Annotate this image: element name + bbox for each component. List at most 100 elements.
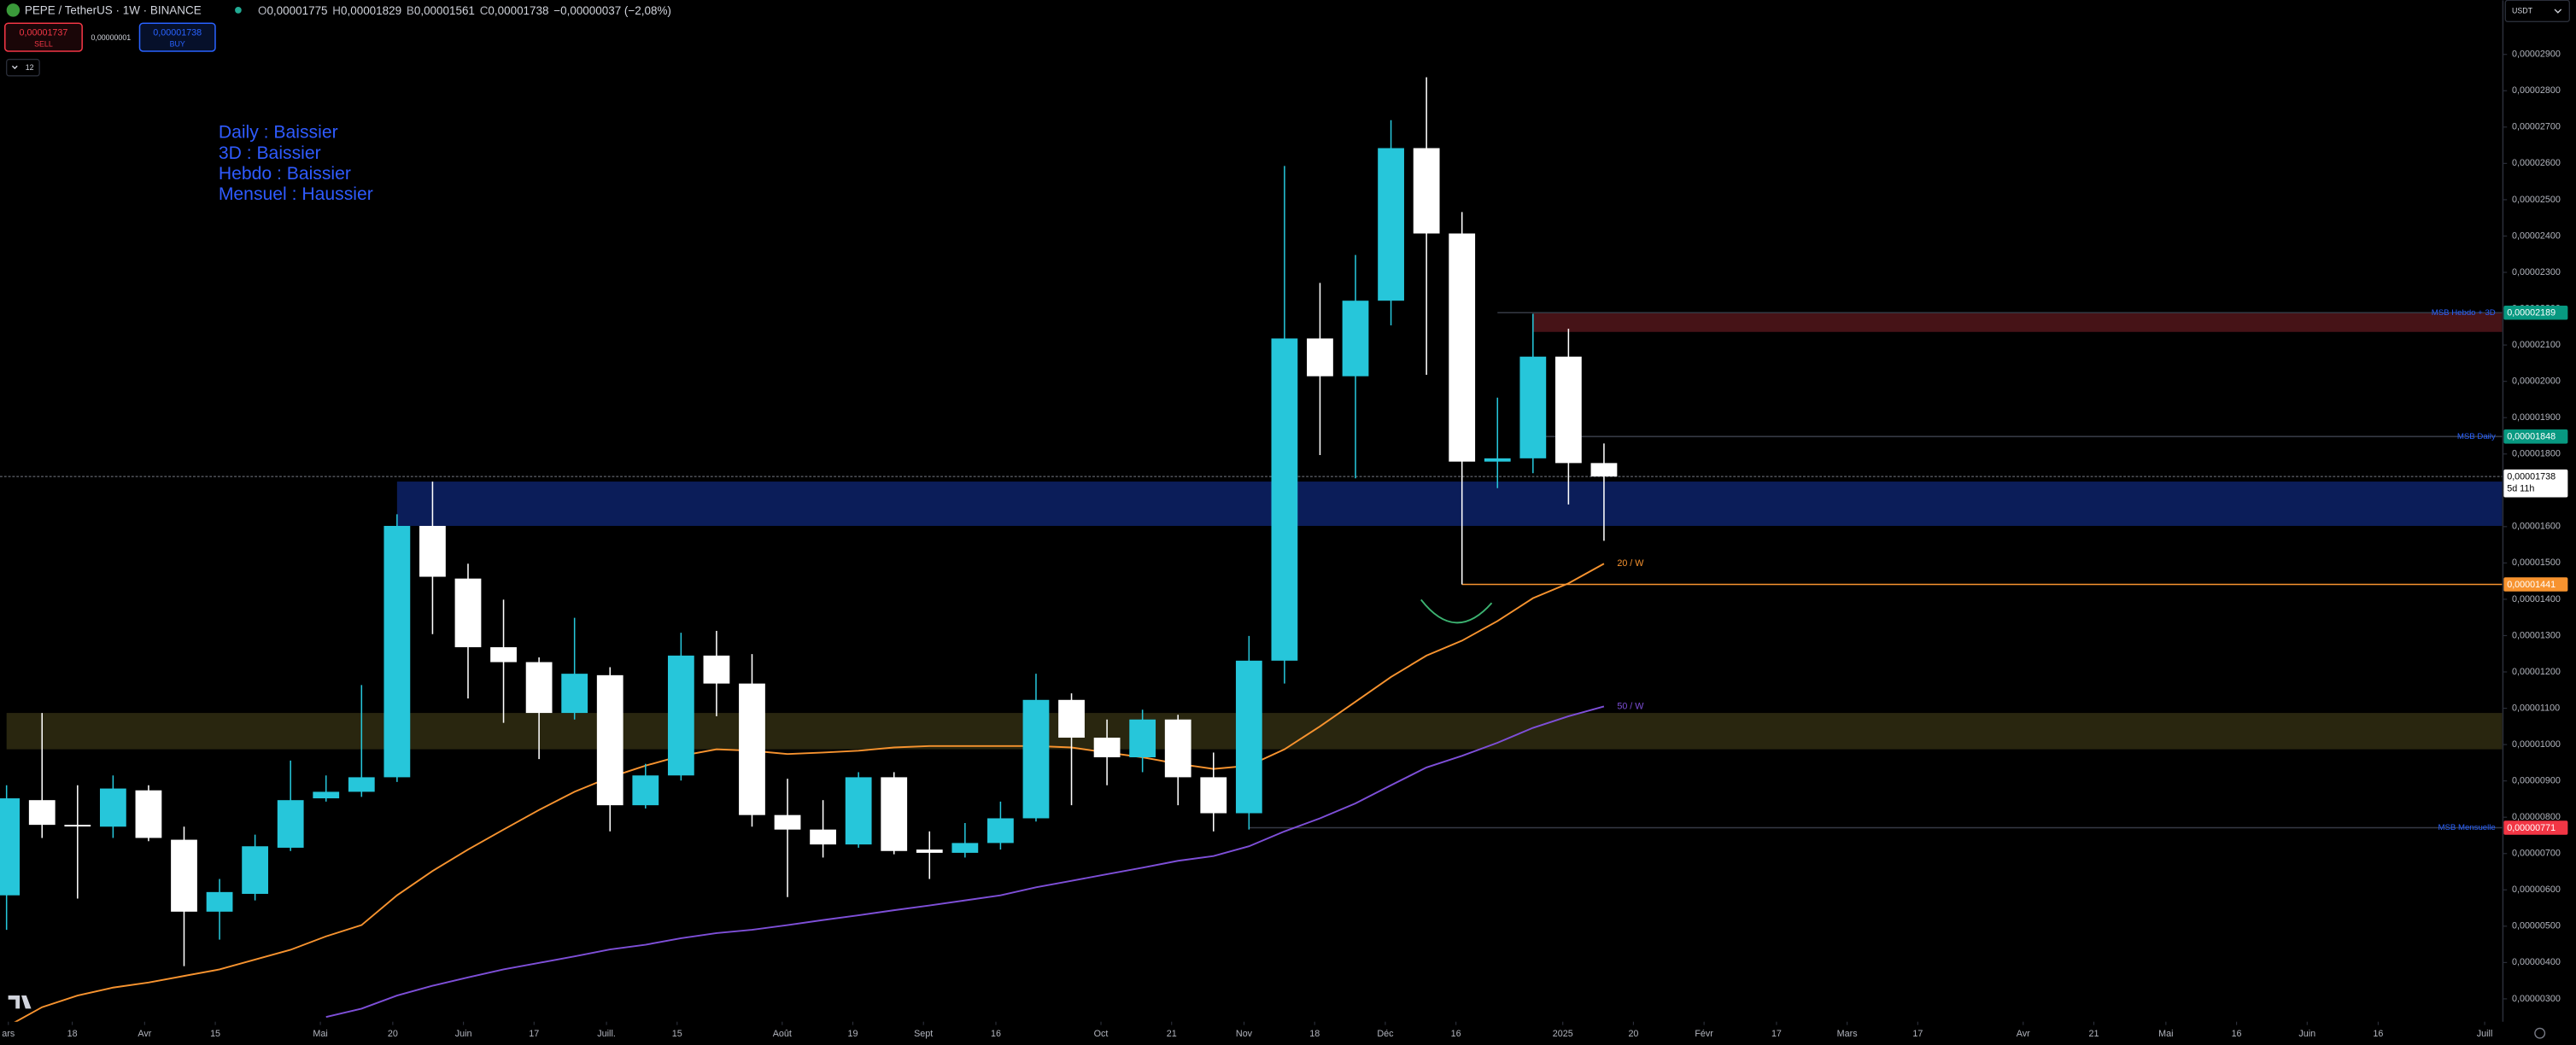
x-tick-label: 20	[388, 1029, 398, 1039]
y-tick-label: 0,00001900	[2512, 412, 2561, 423]
x-tick-label: Févr	[1695, 1029, 1713, 1039]
settings-icon[interactable]	[2534, 1027, 2546, 1039]
candle-body	[632, 775, 659, 806]
price-tag-label: 0,00002189	[2507, 308, 2556, 318]
candle-body	[596, 674, 624, 806]
price-tag-label: 0,00001441	[2507, 580, 2556, 590]
candle-body	[135, 790, 162, 838]
price-tag-label: 0,00001738	[2507, 472, 2556, 482]
x-tick-label: Juill.	[597, 1029, 616, 1039]
candle-body	[987, 818, 1014, 844]
x-tick-label: 2025	[1553, 1029, 1573, 1039]
note: 3D : Baissier	[219, 143, 321, 163]
y-tick-label: 0,00001300	[2512, 630, 2561, 640]
candle-body	[1590, 463, 1618, 477]
candle-body	[277, 800, 304, 848]
price-tag	[2503, 469, 2568, 498]
x-tick-label: 15	[210, 1029, 220, 1039]
candle-body	[667, 655, 694, 776]
ohlc-value: 0,00001561	[414, 3, 475, 16]
indicators-toggle[interactable]	[6, 58, 40, 77]
candle-body	[1307, 338, 1333, 377]
x-tick-label: 16	[991, 1029, 1001, 1039]
candle-body	[313, 791, 340, 799]
moving-average	[325, 705, 1605, 1019]
candle-body	[206, 891, 233, 912]
x-tick-label: 20	[1628, 1029, 1638, 1039]
buy-price: 0,00001738	[153, 28, 202, 38]
price-tag	[2503, 429, 2568, 444]
candle-body	[419, 525, 446, 577]
candle-body	[490, 647, 517, 663]
x-tick-label: 18	[67, 1029, 78, 1039]
x-tick-label: ars	[2, 1029, 15, 1039]
buy-label: BUY	[170, 40, 185, 49]
candle-body	[1519, 356, 1547, 458]
sell-button[interactable]	[4, 22, 83, 52]
note: Daily : Baissier	[219, 123, 338, 143]
y-tick-label: 0,00002900	[2512, 50, 2561, 60]
x-tick-label: Mars	[1837, 1029, 1858, 1039]
y-tick-label: 0,00001200	[2512, 667, 2561, 677]
y-tick-label: 0,00000400	[2512, 957, 2561, 967]
sell-price: 0,00001737	[20, 28, 68, 38]
y-tick-label: 0,00002300	[2512, 267, 2561, 277]
candle-body	[1484, 458, 1511, 462]
y-tick-label: 0,00000600	[2512, 884, 2561, 895]
x-tick-label: 16	[2232, 1029, 2242, 1039]
x-tick-label: Mai	[313, 1029, 327, 1039]
level-name: MSB Daily	[2457, 432, 2496, 441]
x-tick-label: Août	[773, 1029, 792, 1039]
x-tick-label: Sept	[914, 1029, 933, 1039]
y-tick-label: 0,00002800	[2512, 85, 2561, 96]
currency-select[interactable]	[2504, 0, 2570, 23]
x-tick-label: 18	[1309, 1029, 1320, 1039]
candle-body	[1164, 719, 1191, 778]
ohlc-change: −0,00000037 (−2,08%)	[553, 3, 671, 16]
logo	[8, 995, 32, 1009]
symbol-title: PEPE / TetherUS · 1W · BINANCE	[25, 3, 202, 16]
candle-body	[1200, 777, 1227, 814]
y-tick-label: 0,00001000	[2512, 739, 2561, 750]
buy-button[interactable]	[138, 22, 216, 52]
x-tick-label: 15	[672, 1029, 682, 1039]
y-tick-label: 0,00002400	[2512, 231, 2561, 241]
moving-average	[14, 563, 1605, 1022]
candle-body	[774, 814, 801, 830]
y-tick-label: 0,00002700	[2512, 122, 2561, 132]
note: Hebdo : Baissier	[219, 164, 351, 184]
ohlc-key: O	[258, 3, 266, 16]
indicator-label: 50 / W	[1617, 701, 1644, 711]
price-tag	[2503, 577, 2568, 592]
candle-body	[171, 839, 197, 912]
candle-body	[99, 788, 126, 827]
x-tick-label: Avr	[2017, 1029, 2030, 1039]
y-tick-label: 0,00000800	[2512, 812, 2561, 822]
y-tick-label: 0,00002000	[2512, 376, 2561, 386]
candle-body	[1235, 660, 1262, 814]
y-tick-label: 0,00001500	[2512, 558, 2561, 568]
candle-body	[454, 578, 482, 648]
y-tick-label: 0,00002600	[2512, 158, 2561, 168]
x-tick-label: 17	[529, 1029, 539, 1039]
candle-body	[703, 655, 730, 684]
x-tick-label: 19	[848, 1029, 858, 1039]
candle-body	[1093, 738, 1121, 757]
y-tick-label: 0,00001400	[2512, 594, 2561, 604]
y-tick-label: 0,00001100	[2512, 703, 2560, 713]
ohlc-key: H	[332, 3, 341, 16]
countdown: 5d 11h	[2507, 483, 2534, 493]
candle-body	[1058, 699, 1085, 739]
ohlc-key: C	[480, 3, 489, 16]
x-tick-label: Nov	[1236, 1029, 1253, 1039]
x-tick-label: 16	[2373, 1029, 2383, 1039]
candle-body	[28, 800, 56, 826]
chevron-icon	[11, 65, 18, 70]
y-tick-label: 0,00000900	[2512, 775, 2561, 785]
candle-body	[1129, 719, 1156, 757]
candle-body	[1554, 356, 1582, 464]
chevron-icon	[2554, 9, 2562, 14]
